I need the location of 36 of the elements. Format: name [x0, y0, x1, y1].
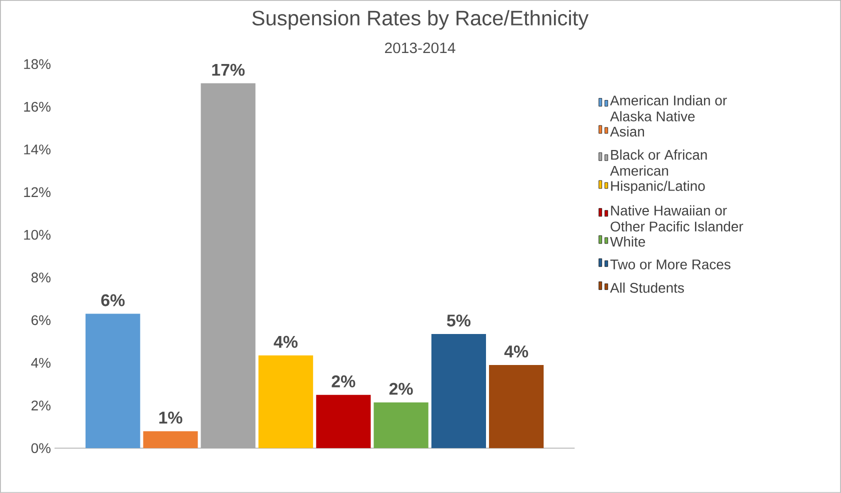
legend-label: White: [610, 236, 646, 247]
legend-label: American Indian or Alaska Native: [610, 95, 727, 122]
legend-label: Black or African American: [610, 150, 707, 176]
data-label: 1%: [159, 412, 182, 424]
chart-subtitle: 2013-2014: [385, 42, 456, 54]
bar: [143, 431, 198, 448]
y-tick-label: 14%: [24, 144, 50, 154]
y-tick-label: 2%: [32, 400, 50, 410]
data-label: 5%: [446, 314, 470, 327]
bar: [200, 83, 256, 448]
bar: [489, 365, 544, 448]
legend-label: Hispanic/Latino: [611, 180, 705, 194]
chart-title: Suspension Rates by Race/Ethnicity: [252, 10, 589, 30]
bar: [258, 355, 314, 448]
data-label: 17%: [212, 64, 245, 76]
legend-label: All Students: [610, 282, 684, 293]
y-tick-label: 12%: [24, 187, 50, 198]
bar: [86, 314, 140, 448]
legend-label: Native Hawaiian or Other Pacific Islander: [610, 205, 744, 232]
data-label: 2%: [389, 382, 413, 395]
legend-label: Two or More Races: [610, 260, 730, 270]
y-tick-label: 4%: [31, 358, 50, 368]
data-label: 2%: [332, 375, 356, 388]
bar: [316, 394, 371, 448]
data-label: 6%: [101, 294, 125, 306]
data-label: 4%: [274, 336, 298, 348]
y-tick-label: 6%: [32, 315, 50, 326]
bar: [431, 334, 486, 448]
y-tick-label: 10%: [24, 230, 50, 240]
y-tick-label: 16%: [24, 102, 50, 112]
data-label: 4%: [504, 346, 528, 358]
y-tick-label: 18%: [24, 59, 50, 70]
y-tick-label: 0%: [31, 443, 50, 454]
y-tick-label: 8%: [31, 272, 50, 282]
legend-label: Asian: [610, 126, 644, 137]
bar: [374, 402, 428, 448]
